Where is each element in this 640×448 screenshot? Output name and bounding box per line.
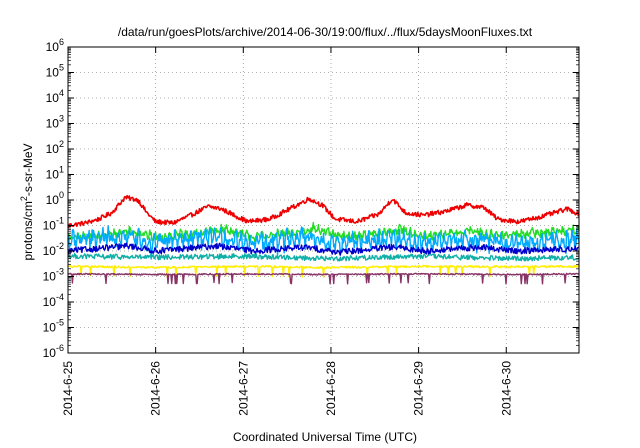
series-line-yellow <box>67 264 580 278</box>
x-tick-label: 2014-6-30 <box>499 361 513 416</box>
y-tick-label: 10-5 <box>43 318 64 335</box>
x-tick-label: 2014-6-29 <box>412 361 426 416</box>
y-tick-label: 10-3 <box>43 267 64 284</box>
y-tick-label: 10-1 <box>43 216 64 233</box>
x-axis-label: Coordinated Universal Time (UTC) <box>233 430 417 444</box>
y-axis-label: protons/cm2-s-sr-MeV <box>19 143 35 260</box>
x-tick-label: 2014-6-26 <box>149 361 163 416</box>
y-axis-label-base: protons/cm <box>21 201 35 260</box>
y-tick-label: 10-2 <box>43 241 64 258</box>
y-tick-label: 103 <box>46 114 64 131</box>
x-tick-label: 2014-6-25 <box>61 361 75 416</box>
y-tick-label: 102 <box>46 139 64 156</box>
ticks: 10-6 10-5 10-4 10-3 10-2 10-1 100 101 102 103 104 1… <box>43 37 579 416</box>
y-axis-label-rest: -s-sr-MeV <box>21 143 35 196</box>
y-tick-label: 106 <box>46 37 64 54</box>
y-tick-label: 10-4 <box>43 292 64 309</box>
series-layer <box>67 194 580 285</box>
series-line-blue <box>67 242 580 256</box>
series-line-teal <box>67 252 580 262</box>
y-tick-label: 101 <box>46 165 64 182</box>
y-tick-label: 105 <box>46 63 64 80</box>
series-line-lightblue <box>67 225 580 260</box>
y-axis-label-sup: 2 <box>19 196 29 201</box>
y-tick-label: 100 <box>46 190 64 207</box>
grid <box>68 47 579 353</box>
y-tick-label: 10-6 <box>43 343 64 360</box>
x-tick-label: 2014-6-27 <box>236 361 250 416</box>
y-tick-label: 104 <box>46 88 64 105</box>
series-line-purple <box>67 272 580 285</box>
x-tick-label: 2014-6-28 <box>324 361 338 416</box>
series-line-red <box>67 194 580 228</box>
chart-title: /data/run/goesPlots/archive/2014-06-30/1… <box>118 25 533 39</box>
